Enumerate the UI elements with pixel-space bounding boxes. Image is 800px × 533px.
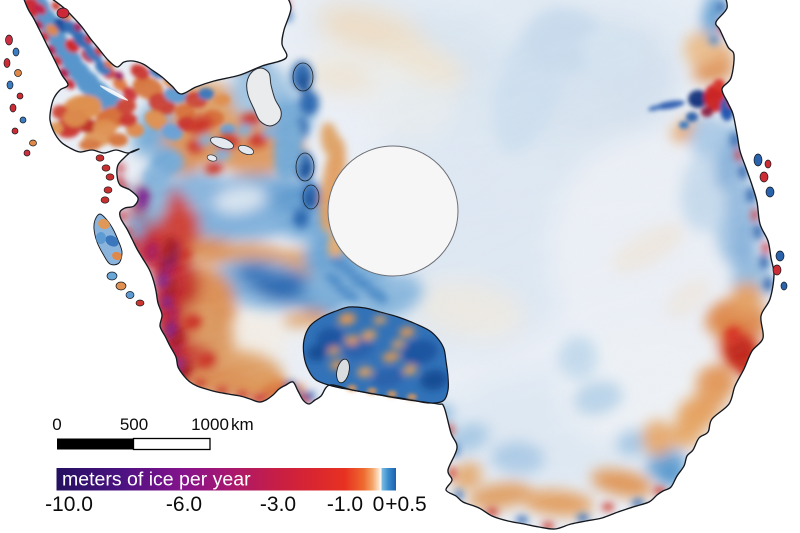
svg-text:-1.0: -1.0	[327, 493, 363, 516]
svg-text:meters of ice per year: meters of ice per year	[62, 469, 251, 491]
svg-text:500: 500	[120, 415, 148, 434]
svg-text:-3.0: -3.0	[260, 493, 296, 516]
svg-text:+0.5: +0.5	[385, 493, 426, 516]
svg-text:0: 0	[52, 415, 61, 434]
svg-text:-6.0: -6.0	[166, 493, 202, 516]
svg-text:0: 0	[373, 493, 385, 516]
svg-text:-10.0: -10.0	[45, 493, 93, 516]
svg-text:km: km	[231, 415, 254, 434]
svg-text:1000: 1000	[191, 415, 229, 434]
